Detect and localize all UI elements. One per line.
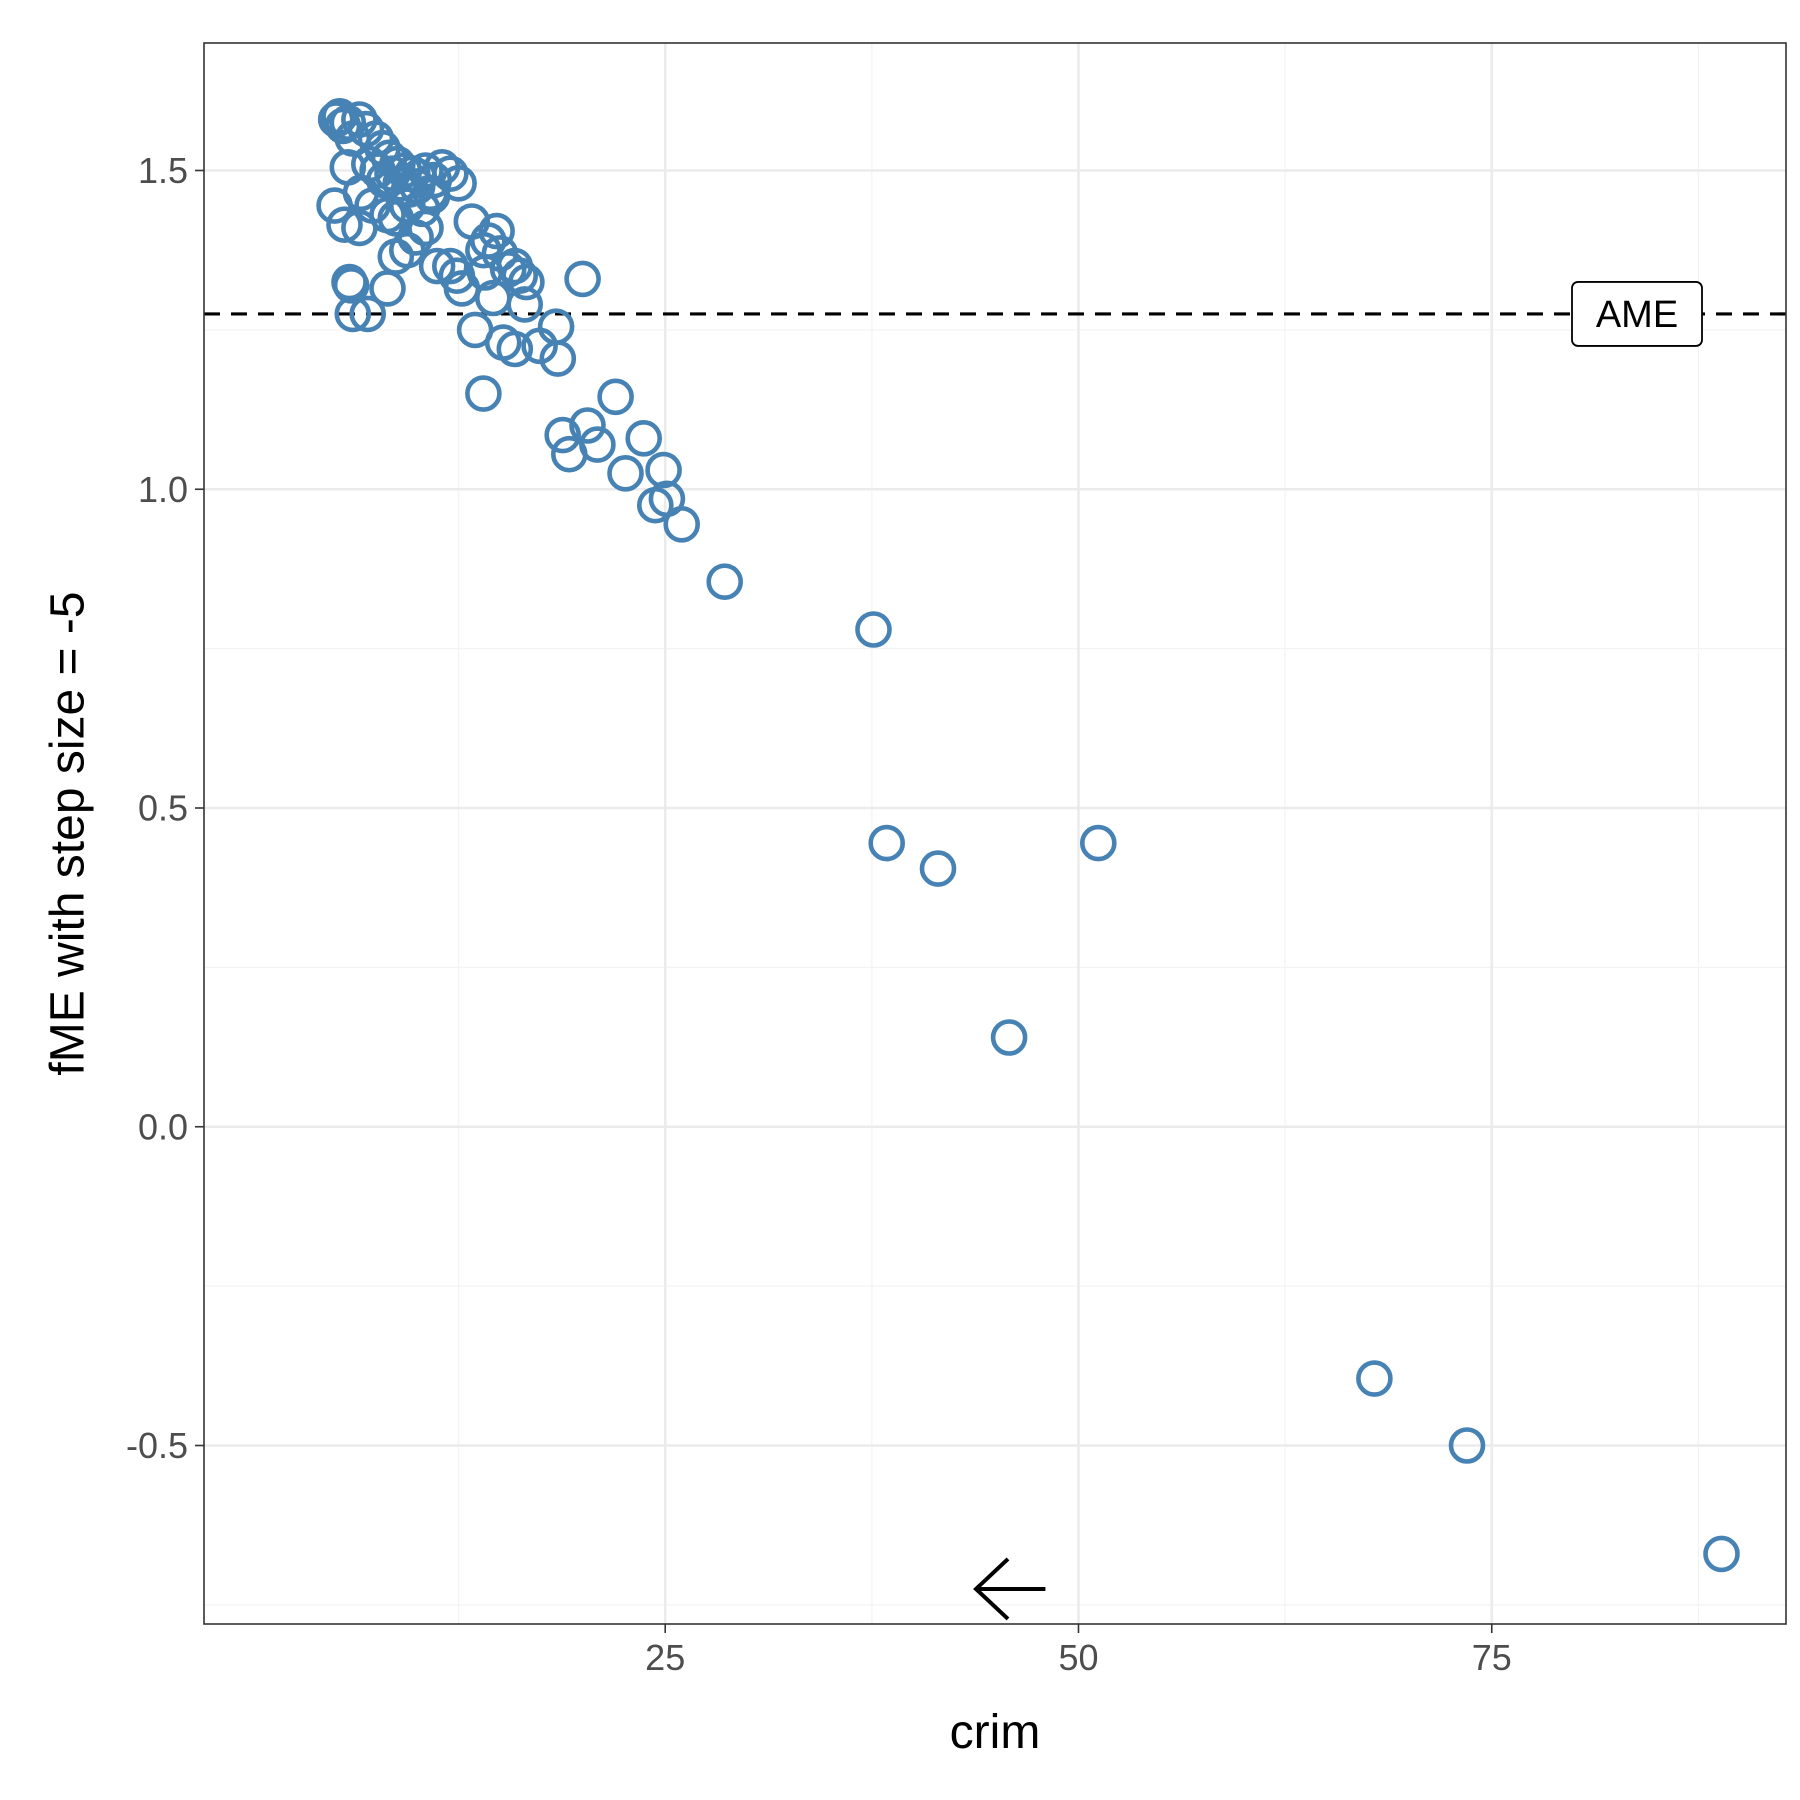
arrow-left-icon — [973, 1557, 1046, 1621]
data-point — [506, 286, 544, 323]
y-axis-title: fME with step size = -5 — [42, 591, 95, 1075]
x-tick-label: 75 — [1472, 1637, 1512, 1678]
data-point — [478, 212, 515, 250]
data-point — [341, 209, 378, 247]
data-point — [407, 209, 444, 247]
x-tick-label: 50 — [1058, 1637, 1098, 1678]
data-point — [334, 295, 372, 333]
data-point — [919, 850, 957, 887]
data-point — [544, 416, 582, 454]
x-tick-label: 25 — [645, 1637, 685, 1678]
data-point — [431, 247, 469, 285]
data-point — [625, 419, 663, 457]
data-point — [465, 375, 502, 412]
data-point — [508, 263, 545, 301]
panel-border — [203, 42, 1787, 1625]
data-point — [334, 120, 372, 157]
data-point — [431, 155, 469, 192]
data-point — [597, 378, 634, 416]
data-point — [397, 219, 434, 256]
y-tick-label: 0.5 — [138, 788, 188, 829]
data-point — [1080, 824, 1117, 862]
data-point — [706, 563, 744, 601]
data-point — [1356, 1360, 1393, 1397]
data-point — [326, 206, 363, 243]
data-point — [868, 824, 906, 862]
grid-layer — [204, 43, 1786, 1624]
data-point — [496, 330, 534, 368]
data-point — [369, 270, 406, 307]
data-point — [466, 254, 504, 291]
data-point — [855, 611, 892, 648]
data-point — [332, 266, 370, 304]
y-tick-label: -0.5 — [126, 1425, 188, 1466]
data-point — [990, 1019, 1028, 1056]
data-point — [607, 454, 644, 492]
y-tick-label: 1.0 — [138, 469, 188, 510]
y-tick-label: 0.0 — [138, 1106, 188, 1147]
data-point — [501, 257, 539, 295]
y-tick-label: 1.5 — [138, 150, 188, 191]
data-point — [418, 247, 456, 285]
ame-label-box — [1571, 281, 1703, 347]
x-axis-title: crim — [950, 1706, 1041, 1759]
data-point — [1448, 1427, 1486, 1464]
arrow-annotation — [973, 1557, 1046, 1621]
data-point — [569, 407, 606, 444]
ame-label: AME — [1596, 294, 1678, 336]
data-point — [316, 187, 353, 224]
axes: 25 50 75 -0.5 0.0 0.5 1.0 1.5 — [126, 150, 1512, 1678]
data-point — [663, 505, 701, 543]
data-point — [539, 340, 577, 377]
ame-label-group: AME — [1571, 281, 1703, 347]
data-point — [1703, 1535, 1740, 1573]
data-point — [579, 426, 616, 463]
data-point — [349, 295, 387, 333]
data-point — [564, 260, 601, 298]
points-layer — [316, 98, 1740, 1573]
data-point — [645, 451, 682, 489]
